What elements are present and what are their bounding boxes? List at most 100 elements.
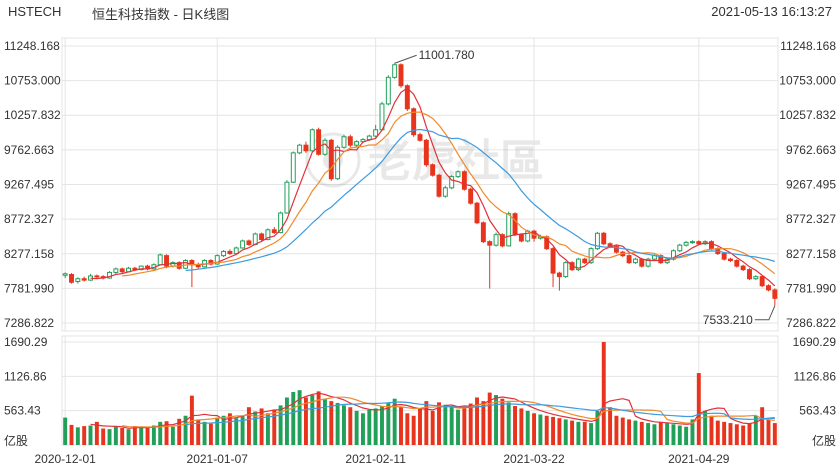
candle-up[interactable] bbox=[632, 258, 638, 264]
volume-bar[interactable] bbox=[608, 407, 613, 445]
volume-bar[interactable] bbox=[525, 410, 530, 445]
candle-down[interactable] bbox=[417, 134, 423, 141]
candle-down[interactable] bbox=[601, 232, 607, 245]
volume-bar[interactable] bbox=[392, 398, 397, 445]
candle-down[interactable] bbox=[582, 258, 588, 264]
volume-bar[interactable] bbox=[253, 411, 258, 445]
candle-down[interactable] bbox=[436, 174, 442, 197]
volume-bar[interactable] bbox=[690, 419, 695, 445]
candle-down[interactable] bbox=[696, 241, 702, 245]
candle-up[interactable] bbox=[506, 213, 512, 247]
volume-bar[interactable] bbox=[760, 407, 765, 445]
volume-bar[interactable] bbox=[576, 421, 581, 445]
volume-bar[interactable] bbox=[399, 407, 403, 445]
volume-bar[interactable] bbox=[734, 424, 739, 445]
volume-bar[interactable] bbox=[367, 409, 372, 445]
candle-up[interactable] bbox=[284, 181, 290, 214]
volume-bar[interactable] bbox=[107, 429, 112, 445]
volume-bar[interactable] bbox=[158, 421, 163, 445]
candle-down[interactable] bbox=[734, 260, 740, 267]
volume-bar[interactable] bbox=[63, 417, 68, 445]
volume-bar[interactable] bbox=[753, 415, 758, 445]
volume-bar[interactable] bbox=[772, 423, 777, 445]
volume-bar[interactable] bbox=[139, 427, 144, 445]
volume-bar[interactable] bbox=[709, 415, 714, 445]
volume-bar[interactable] bbox=[297, 390, 302, 445]
volume-bar[interactable] bbox=[728, 423, 733, 445]
candle-down[interactable] bbox=[766, 285, 771, 291]
volume-bar[interactable] bbox=[94, 421, 99, 445]
volume-bar[interactable] bbox=[246, 407, 251, 445]
volume-bar[interactable] bbox=[348, 407, 353, 445]
candle-down[interactable] bbox=[259, 233, 265, 241]
candle-down[interactable] bbox=[613, 246, 619, 253]
volume-bar[interactable] bbox=[475, 397, 479, 445]
volume-bar[interactable] bbox=[183, 415, 188, 445]
candle-down[interactable] bbox=[487, 241, 493, 246]
volume-bar[interactable] bbox=[335, 402, 340, 445]
candle-down[interactable] bbox=[316, 129, 322, 155]
volume-bar[interactable] bbox=[570, 420, 575, 445]
volume-bar[interactable] bbox=[639, 421, 644, 445]
volume-bar[interactable] bbox=[259, 408, 264, 445]
volume-bar[interactable] bbox=[494, 395, 498, 445]
candle-down[interactable] bbox=[626, 255, 632, 264]
volume-bar[interactable] bbox=[177, 418, 182, 445]
volume-bar[interactable] bbox=[424, 401, 429, 445]
volume-bar[interactable] bbox=[443, 404, 448, 445]
volume-bar[interactable] bbox=[221, 415, 226, 445]
candle-down[interactable] bbox=[411, 108, 417, 136]
volume-bar[interactable] bbox=[449, 406, 454, 445]
volume-bar[interactable] bbox=[468, 403, 473, 445]
candle-up[interactable] bbox=[385, 76, 391, 105]
candle-up[interactable] bbox=[278, 212, 284, 234]
candle-down[interactable] bbox=[461, 171, 467, 190]
volume-bar[interactable] bbox=[329, 401, 334, 445]
candle-up[interactable] bbox=[341, 136, 347, 148]
candle-down[interactable] bbox=[639, 258, 645, 267]
candle-up[interactable] bbox=[240, 240, 246, 249]
volume-bar[interactable] bbox=[538, 414, 543, 445]
volume-bar[interactable] bbox=[310, 395, 315, 445]
volume-bar[interactable] bbox=[677, 425, 682, 445]
candle-down[interactable] bbox=[164, 255, 170, 267]
volume-bar[interactable] bbox=[563, 419, 568, 445]
volume-bar[interactable] bbox=[462, 407, 467, 445]
candle-up[interactable] bbox=[138, 265, 144, 271]
candle-up[interactable] bbox=[354, 141, 360, 146]
volume-bar[interactable] bbox=[671, 424, 676, 445]
volume-bar[interactable] bbox=[658, 421, 663, 445]
volume-bar[interactable] bbox=[151, 425, 156, 445]
candle-up[interactable] bbox=[322, 139, 328, 155]
volume-bar[interactable] bbox=[361, 413, 365, 445]
volume-bar[interactable] bbox=[544, 415, 549, 445]
volume-bar[interactable] bbox=[684, 426, 689, 445]
candle-up[interactable] bbox=[113, 268, 119, 273]
volume-bar[interactable] bbox=[532, 413, 537, 445]
volume-bar[interactable] bbox=[411, 415, 416, 445]
candle-down[interactable] bbox=[119, 268, 125, 273]
volume-bar[interactable] bbox=[722, 421, 727, 445]
volume-bar[interactable] bbox=[373, 408, 378, 445]
candle-up[interactable] bbox=[309, 129, 315, 152]
candle-down[interactable] bbox=[728, 258, 733, 262]
candle-up[interactable] bbox=[683, 241, 689, 246]
candle-down[interactable] bbox=[709, 241, 714, 250]
volume-bar[interactable] bbox=[601, 342, 606, 445]
candle-up[interactable] bbox=[297, 144, 303, 154]
volume-bar[interactable] bbox=[627, 419, 632, 445]
candle-up[interactable] bbox=[588, 248, 594, 264]
volume-bar[interactable] bbox=[646, 423, 651, 445]
volume-bar[interactable] bbox=[316, 391, 321, 445]
candle-up[interactable] bbox=[753, 276, 759, 280]
volume-bar[interactable] bbox=[430, 410, 435, 445]
volume-bar[interactable] bbox=[278, 405, 283, 445]
volume-bar[interactable] bbox=[227, 413, 232, 445]
volume-bar[interactable] bbox=[766, 419, 771, 445]
candle-down[interactable] bbox=[512, 213, 518, 236]
volume-bar[interactable] bbox=[291, 391, 296, 445]
candle-up[interactable] bbox=[62, 273, 68, 276]
candle-up[interactable] bbox=[670, 250, 676, 260]
candle-up[interactable] bbox=[290, 152, 296, 183]
